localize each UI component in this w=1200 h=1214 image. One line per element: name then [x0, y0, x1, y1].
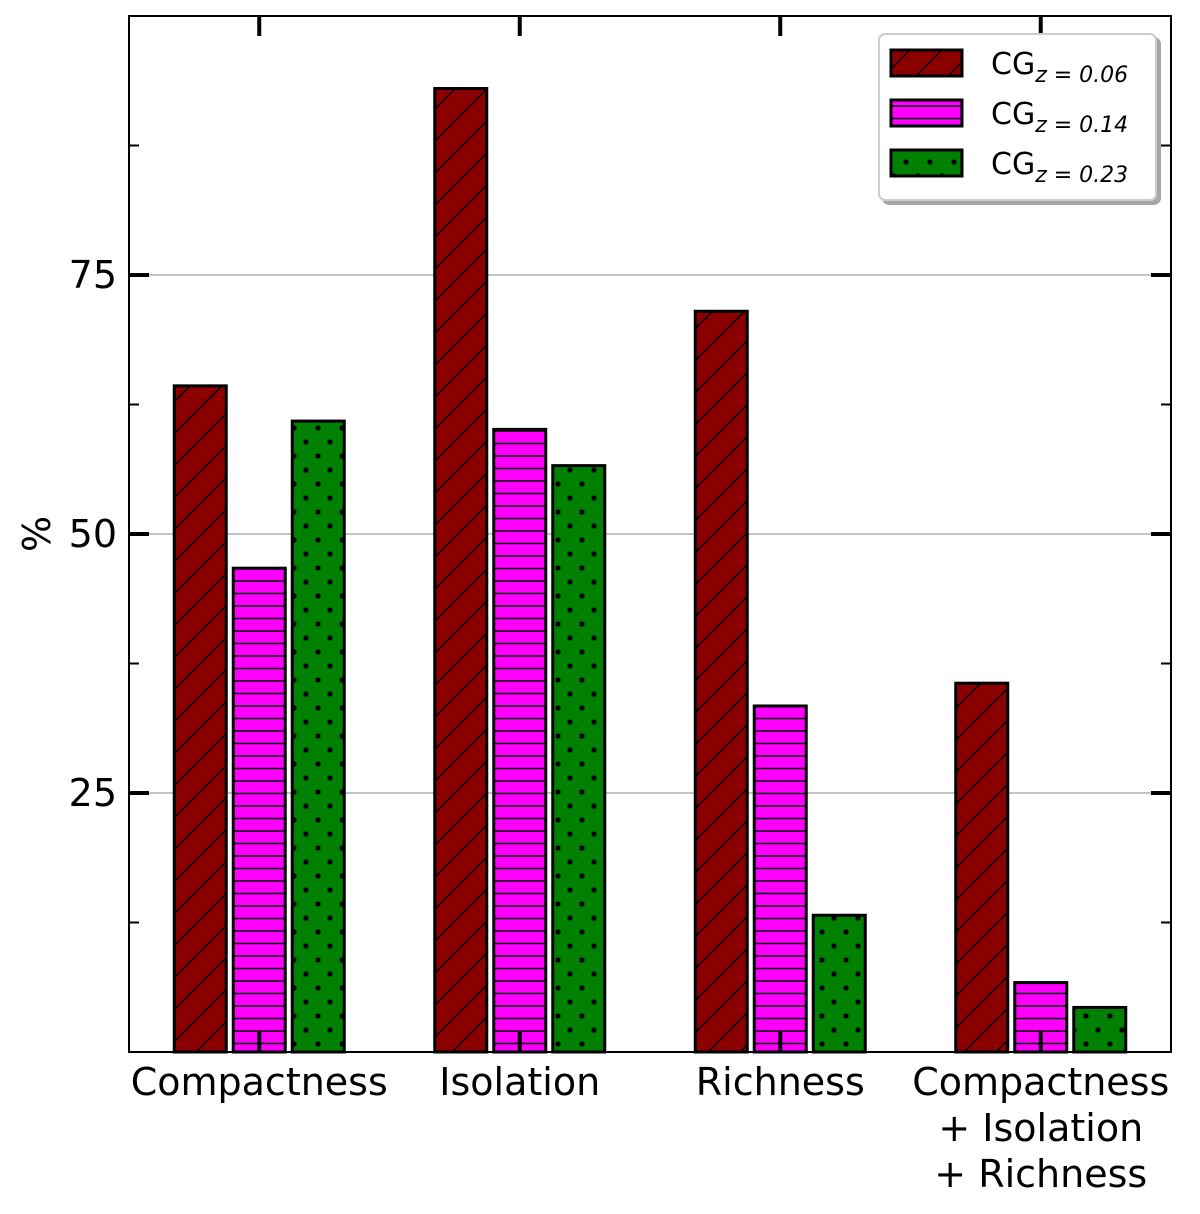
- bar-023-cat-1: [551, 464, 607, 1054]
- bar-006-cat-3: [954, 681, 1010, 1054]
- bars: [172, 87, 1128, 1054]
- bar-023-cat-0: [290, 419, 346, 1054]
- ytick-label-25: 25: [69, 771, 117, 815]
- category-label-3-1: + Isolation: [938, 1106, 1143, 1150]
- bar-006-cat-0: [172, 384, 228, 1054]
- legend-label-2: CGz = 0.23: [991, 147, 1128, 188]
- bar-006-cat-1: [433, 87, 489, 1054]
- legend-swatch-0: [889, 48, 964, 78]
- y-axis-label: %: [15, 516, 59, 552]
- axis-labels: 25 50 75 Compactness Isolation Richness Compac…: [15, 253, 1169, 1196]
- legend-swatch-2: [889, 148, 964, 178]
- category-label-2-0: Richness: [696, 1060, 865, 1104]
- ticks: [129, 16, 1171, 1052]
- legend-label-1: CGz = 0.14: [991, 97, 1128, 138]
- category-label-3-2: + Richness: [934, 1152, 1147, 1196]
- bar-023-cat-3: [1072, 1005, 1128, 1054]
- legend: CGz = 0.06 CGz = 0.14 CGz = 0.23: [878, 33, 1157, 201]
- bar-006-cat-2: [693, 309, 749, 1054]
- category-label-0-0: Compactness: [131, 1060, 388, 1104]
- bar-014-cat-1: [492, 427, 548, 1054]
- legend-label-0: CGz = 0.06: [991, 47, 1128, 88]
- category-label-1-0: Isolation: [439, 1060, 600, 1104]
- category-label-3-0: Compactness: [912, 1060, 1169, 1104]
- bar-023-cat-2: [811, 913, 867, 1054]
- ytick-label-75: 75: [69, 253, 117, 297]
- ytick-label-50: 50: [69, 512, 117, 556]
- legend-swatch-1: [889, 98, 964, 128]
- bar-014-cat-2: [752, 704, 808, 1054]
- bar-014-cat-0: [231, 566, 287, 1054]
